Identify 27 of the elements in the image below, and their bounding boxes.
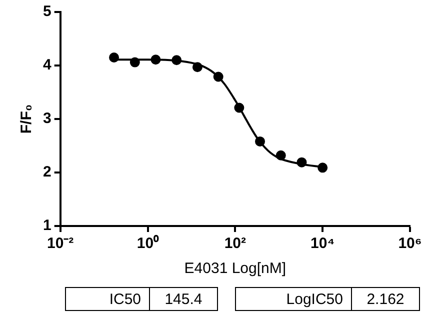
point	[234, 102, 244, 113]
text: IC50	[108, 290, 142, 310]
y-tick-label: 2	[43, 164, 52, 181]
y-tick-label: 5	[43, 3, 52, 20]
point	[296, 157, 307, 168]
x-tick-label: 10²	[224, 235, 246, 252]
text: LogIC50	[285, 290, 344, 310]
point	[192, 62, 202, 72]
point	[150, 54, 161, 65]
y-tick-label: 3	[43, 110, 52, 128]
x-tick-label: 10⁴	[310, 235, 335, 252]
point	[130, 57, 140, 68]
point	[172, 55, 182, 66]
x-tick-label: 10⁻²	[47, 235, 74, 252]
text: 2.162	[351, 288, 419, 310]
y-tick-label: 1	[43, 217, 52, 234]
point	[318, 162, 328, 173]
point	[276, 150, 286, 160]
x-axis-title: E4031 Log[nM]	[184, 260, 286, 278]
x-tick-label: 10⁰	[136, 234, 160, 252]
x-tick-label: 10⁶	[398, 235, 422, 252]
y-axis-title: F/F₀	[18, 104, 36, 134]
point	[109, 52, 120, 62]
text: 145.4	[149, 288, 217, 310]
point	[213, 72, 224, 82]
y-tick-label: 4	[43, 56, 52, 74]
point	[255, 136, 266, 146]
